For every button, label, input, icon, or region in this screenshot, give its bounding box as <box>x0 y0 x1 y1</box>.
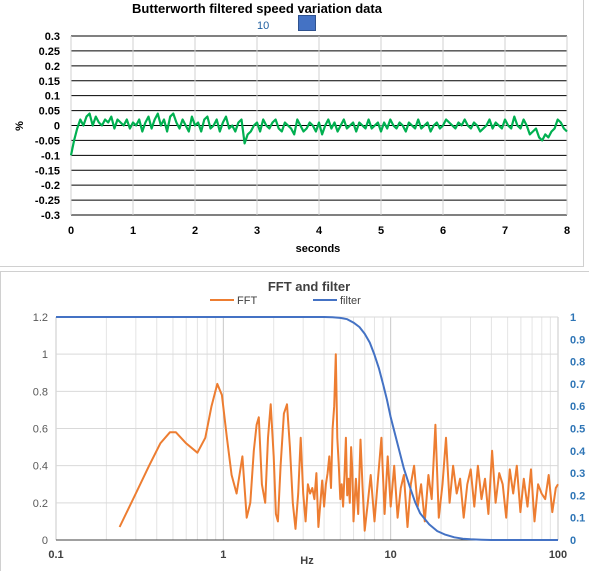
secondary-y-tick-label: 1 <box>570 312 576 324</box>
y-tick-label: 0.2 <box>33 498 48 510</box>
x-tick-label: 10 <box>385 549 397 561</box>
y-tick-label: 0.8 <box>33 386 48 398</box>
x-axis-tick-labels: 0.1 1 10 100 <box>48 549 567 561</box>
secondary-y-tick-label: 0.6 <box>570 401 585 413</box>
secondary-y-tick-label: 0.8 <box>570 357 585 369</box>
x-tick-label: 8 <box>564 225 570 237</box>
x-axis-label: seconds <box>296 243 341 255</box>
y-tick-label: 0.15 <box>39 76 60 88</box>
speed-variation-series-line <box>69 112 568 156</box>
speed-variation-chart-panel: Butterworth filtered speed variation dat… <box>0 0 584 267</box>
legend-filter-label: filter <box>340 295 361 307</box>
y-tick-label: 0.6 <box>33 424 48 436</box>
x-tick-label: 2 <box>192 225 198 237</box>
x-tick-label: 0 <box>68 225 74 237</box>
x-tick-label: 5 <box>378 225 384 237</box>
y-tick-label: 1.2 <box>33 312 48 324</box>
x-tick-label: 0.1 <box>48 549 63 561</box>
x-tick-label: 6 <box>440 225 446 237</box>
secondary-y-tick-label: 0.1 <box>570 513 585 525</box>
x-tick-label: 3 <box>254 225 260 237</box>
y-tick-label: -0.25 <box>35 195 60 207</box>
fft-filter-chart: FFT and filter FFT filter 1.2 1 0.8 0.6 0.4 0… <box>33 279 586 567</box>
y-tick-label: 0.4 <box>33 461 48 473</box>
x-tick-label: 7 <box>502 225 508 237</box>
filter-series-line <box>56 316 558 541</box>
secondary-y-tick-label: 0.9 <box>570 334 585 346</box>
fft-series-line <box>118 353 559 532</box>
y-axis-tick-labels: 1.2 1 0.8 0.6 0.4 0.2 0 <box>33 312 48 547</box>
secondary-y-tick-label: 0.2 <box>570 490 585 502</box>
y-tick-label: 0.25 <box>39 46 60 58</box>
y-tick-label: 0 <box>42 535 48 547</box>
x-tick-label: 4 <box>316 225 323 237</box>
chart-title: FFT and filter <box>268 279 350 294</box>
y-tick-label: 0.05 <box>39 106 60 118</box>
secondary-y-tick-label: 0.4 <box>570 446 586 458</box>
y-tick-label: 0.2 <box>45 61 60 73</box>
y-tick-label: 0.3 <box>45 31 60 43</box>
x-axis-tick-labels: 0 1 2 3 4 5 6 7 8 <box>68 225 570 237</box>
secondary-y-tick-label: 0.7 <box>570 379 585 391</box>
legend: FFT filter <box>210 295 361 307</box>
y-tick-label: -0.2 <box>41 180 60 192</box>
y-axis-tick-labels: 0.3 0.25 0.2 0.15 0.1 0.05 0 -0.05 -0.1 -0.15 -0.2… <box>35 31 60 222</box>
fft-filter-chart-panel: FFT and filter FFT filter 1.2 1 0.8 0.6 0.4 0… <box>0 271 589 571</box>
x-tick-label: 1 <box>220 549 226 561</box>
secondary-y-tick-label: 0.3 <box>570 468 585 480</box>
x-tick-label: 1 <box>130 225 136 237</box>
speed-variation-chart: Butterworth filtered speed variation dat… <box>14 1 570 255</box>
x-tick-label: 100 <box>549 549 567 561</box>
y-axis-label: % <box>14 121 26 131</box>
y-tick-label: -0.1 <box>41 150 60 162</box>
slider-thumb[interactable] <box>298 15 316 31</box>
y-tick-label: 0 <box>54 121 60 133</box>
secondary-y-tick-label: 0 <box>570 535 576 547</box>
slider-value-label: 10 <box>257 20 270 32</box>
y-tick-label: -0.05 <box>35 135 60 147</box>
x-axis-label: Hz <box>300 555 314 567</box>
y-tick-label: -0.3 <box>41 210 60 222</box>
y-tick-label: 0.1 <box>45 91 60 103</box>
legend-fft-label: FFT <box>237 295 257 307</box>
y-tick-label: -0.15 <box>35 165 60 177</box>
y-tick-label: 1 <box>42 349 48 361</box>
secondary-y-axis-tick-labels: 1 0.9 0.8 0.7 0.6 0.5 0.4 0.3 0.2 0.1 0 <box>570 312 586 547</box>
chart-title: Butterworth filtered speed variation dat… <box>132 1 383 16</box>
secondary-y-tick-label: 0.5 <box>570 424 585 436</box>
